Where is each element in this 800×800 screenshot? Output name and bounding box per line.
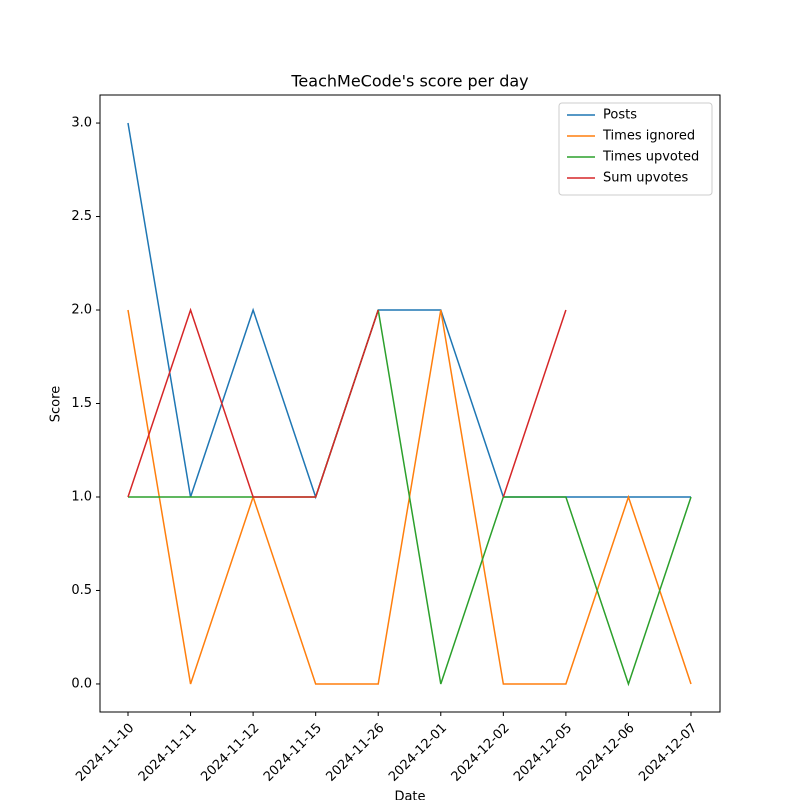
y-axis-label: Score: [49, 386, 64, 422]
y-tick-label: 0.5: [71, 583, 92, 598]
plot-frame: [99, 94, 721, 713]
legend-label: Sum upvotes: [603, 171, 689, 186]
y-tick-label: 1.5: [71, 396, 92, 411]
line-series: [128, 309, 692, 687]
y-tick-label: 2.5: [71, 209, 92, 224]
chart-title: TeachMeCode's score per day: [290, 72, 528, 91]
y-tick-label: 1.0: [71, 489, 92, 504]
legend-label: Times upvoted: [602, 150, 699, 165]
legend-label: Times ignored: [602, 129, 695, 144]
line-series: [127, 307, 567, 498]
y-tick-label: 2.0: [71, 303, 92, 318]
y-tick-label: 0.0: [71, 676, 92, 691]
legend-box: [558, 102, 713, 196]
legend-label: Posts: [603, 108, 637, 123]
y-tick-label: 3.0: [71, 116, 92, 131]
x-axis-label: Date: [394, 790, 425, 800]
